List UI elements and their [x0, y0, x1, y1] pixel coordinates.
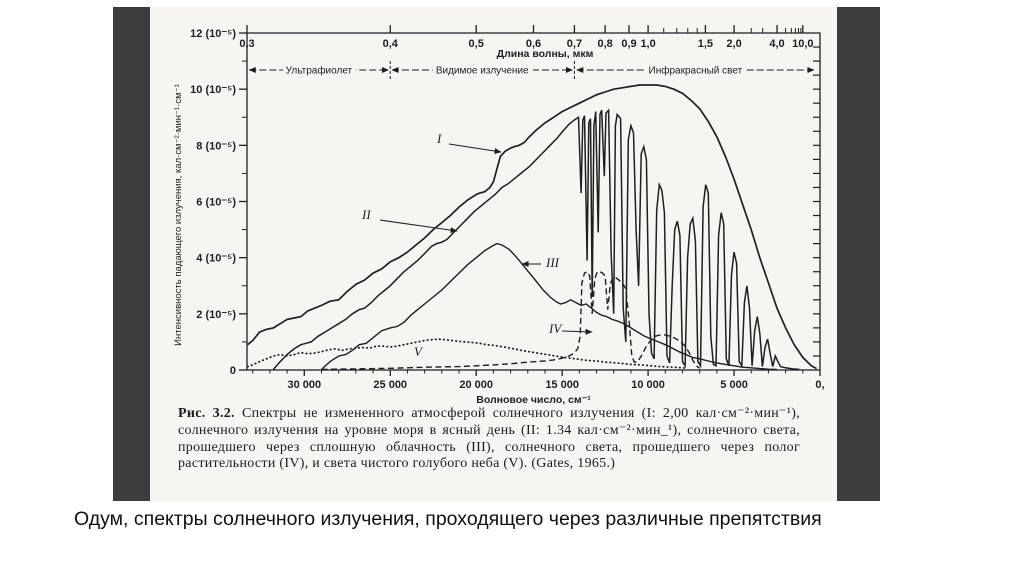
svg-text:0,3: 0,3 [239, 38, 254, 50]
curves [246, 84, 818, 371]
svg-text:8 (10⁻⁵): 8 (10⁻⁵) [196, 140, 236, 152]
svg-text:0,8: 0,8 [597, 38, 612, 50]
curve-label-IV: IV [548, 321, 563, 336]
x-axis-bottom-title: Волновое число, см⁻¹ [476, 394, 591, 405]
curve-III [321, 242, 778, 371]
svg-text:10,0: 10,0 [792, 38, 813, 50]
svg-text:0,: 0, [815, 379, 824, 391]
svg-text:0,6: 0,6 [526, 38, 541, 50]
y-axis: 12 (10⁻⁵) 10 (10⁻⁵) 8 (10⁻⁵) 6 (10⁻⁵) 4 (10⁻… [190, 28, 247, 377]
svg-text:1,5: 1,5 [698, 38, 713, 50]
svg-text:0,9: 0,9 [621, 38, 636, 50]
figure-scan [150, 7, 837, 501]
curve-label-III: III [545, 255, 560, 270]
svg-text:0,7: 0,7 [567, 38, 582, 50]
left-filmstrip-bar [113, 7, 150, 501]
figure-chart: 12 (10⁻⁵) 10 (10⁻⁵) 8 (10⁻⁵) 6 (10⁻⁵) 4 (10⁻… [173, 25, 825, 405]
curve-II [272, 108, 800, 371]
x-axis-top: 0,3 0,4 0,5 0,6 0,7 0,8 0,9 1,0 1,5 2,0 4,0 10,0 Дли… [239, 25, 814, 60]
figure-caption-text: Спектры не измененного атмосферой солнеч… [178, 406, 800, 472]
curve-label-I: I [436, 131, 442, 146]
right-filmstrip-bar [837, 7, 880, 501]
x-axis-bottom: 30 000 25 000 20 000 15 000 10 000 5 000 0, Вол… [252, 370, 825, 405]
svg-text:4 (10⁻⁵): 4 (10⁻⁵) [196, 253, 236, 265]
curve-IV [321, 270, 701, 371]
slide-caption-text: Одум, спектры солнечного излучения, прох… [74, 508, 822, 530]
svg-text:Ультрафиолет: Ультрафиолет [286, 65, 353, 77]
x-axis-top-title: Длина волны, мкм [497, 48, 594, 60]
plot-frame [246, 32, 821, 371]
curve-V [246, 338, 689, 370]
svg-text:30 000: 30 000 [287, 379, 321, 391]
svg-text:20 000: 20 000 [459, 379, 493, 391]
svg-text:6 (10⁻⁵): 6 (10⁻⁵) [196, 197, 236, 209]
svg-text:4,0: 4,0 [769, 38, 784, 50]
y-axis-title: Интенсивность падающего излучения, кал·с… [173, 84, 184, 346]
svg-text:10 (10⁻⁵): 10 (10⁻⁵) [190, 84, 236, 96]
svg-text:10 000: 10 000 [631, 379, 665, 391]
figure-caption-label: Рис. 3.2. [178, 406, 235, 421]
right-axis-ticks [813, 46, 820, 357]
svg-text:0,4: 0,4 [383, 38, 399, 50]
svg-text:12 (10⁻⁵): 12 (10⁻⁵) [190, 28, 236, 40]
spectral-regions: Ультрафиолет Видимое излучение Инфракрасны… [248, 61, 815, 81]
svg-text:Видимое излучение: Видимое излучение [436, 66, 529, 77]
svg-text:0: 0 [230, 365, 236, 377]
figure-caption: Рис. 3.2. Спектры не измененного атмосфе… [178, 406, 800, 473]
curve-I [247, 84, 818, 370]
svg-text:1,0: 1,0 [640, 38, 655, 50]
svg-text:Инфракрасный свет: Инфракрасный свет [649, 65, 743, 77]
svg-text:15 000: 15 000 [545, 379, 579, 391]
curve-label-V: V [414, 344, 424, 359]
svg-text:2 (10⁻⁵): 2 (10⁻⁵) [196, 309, 236, 321]
svg-text:2,0: 2,0 [726, 38, 741, 50]
svg-text:5 000: 5 000 [720, 379, 748, 391]
svg-text:0,5: 0,5 [469, 38, 484, 50]
curve-label-II: II [361, 207, 371, 222]
svg-text:25 000: 25 000 [373, 379, 407, 391]
